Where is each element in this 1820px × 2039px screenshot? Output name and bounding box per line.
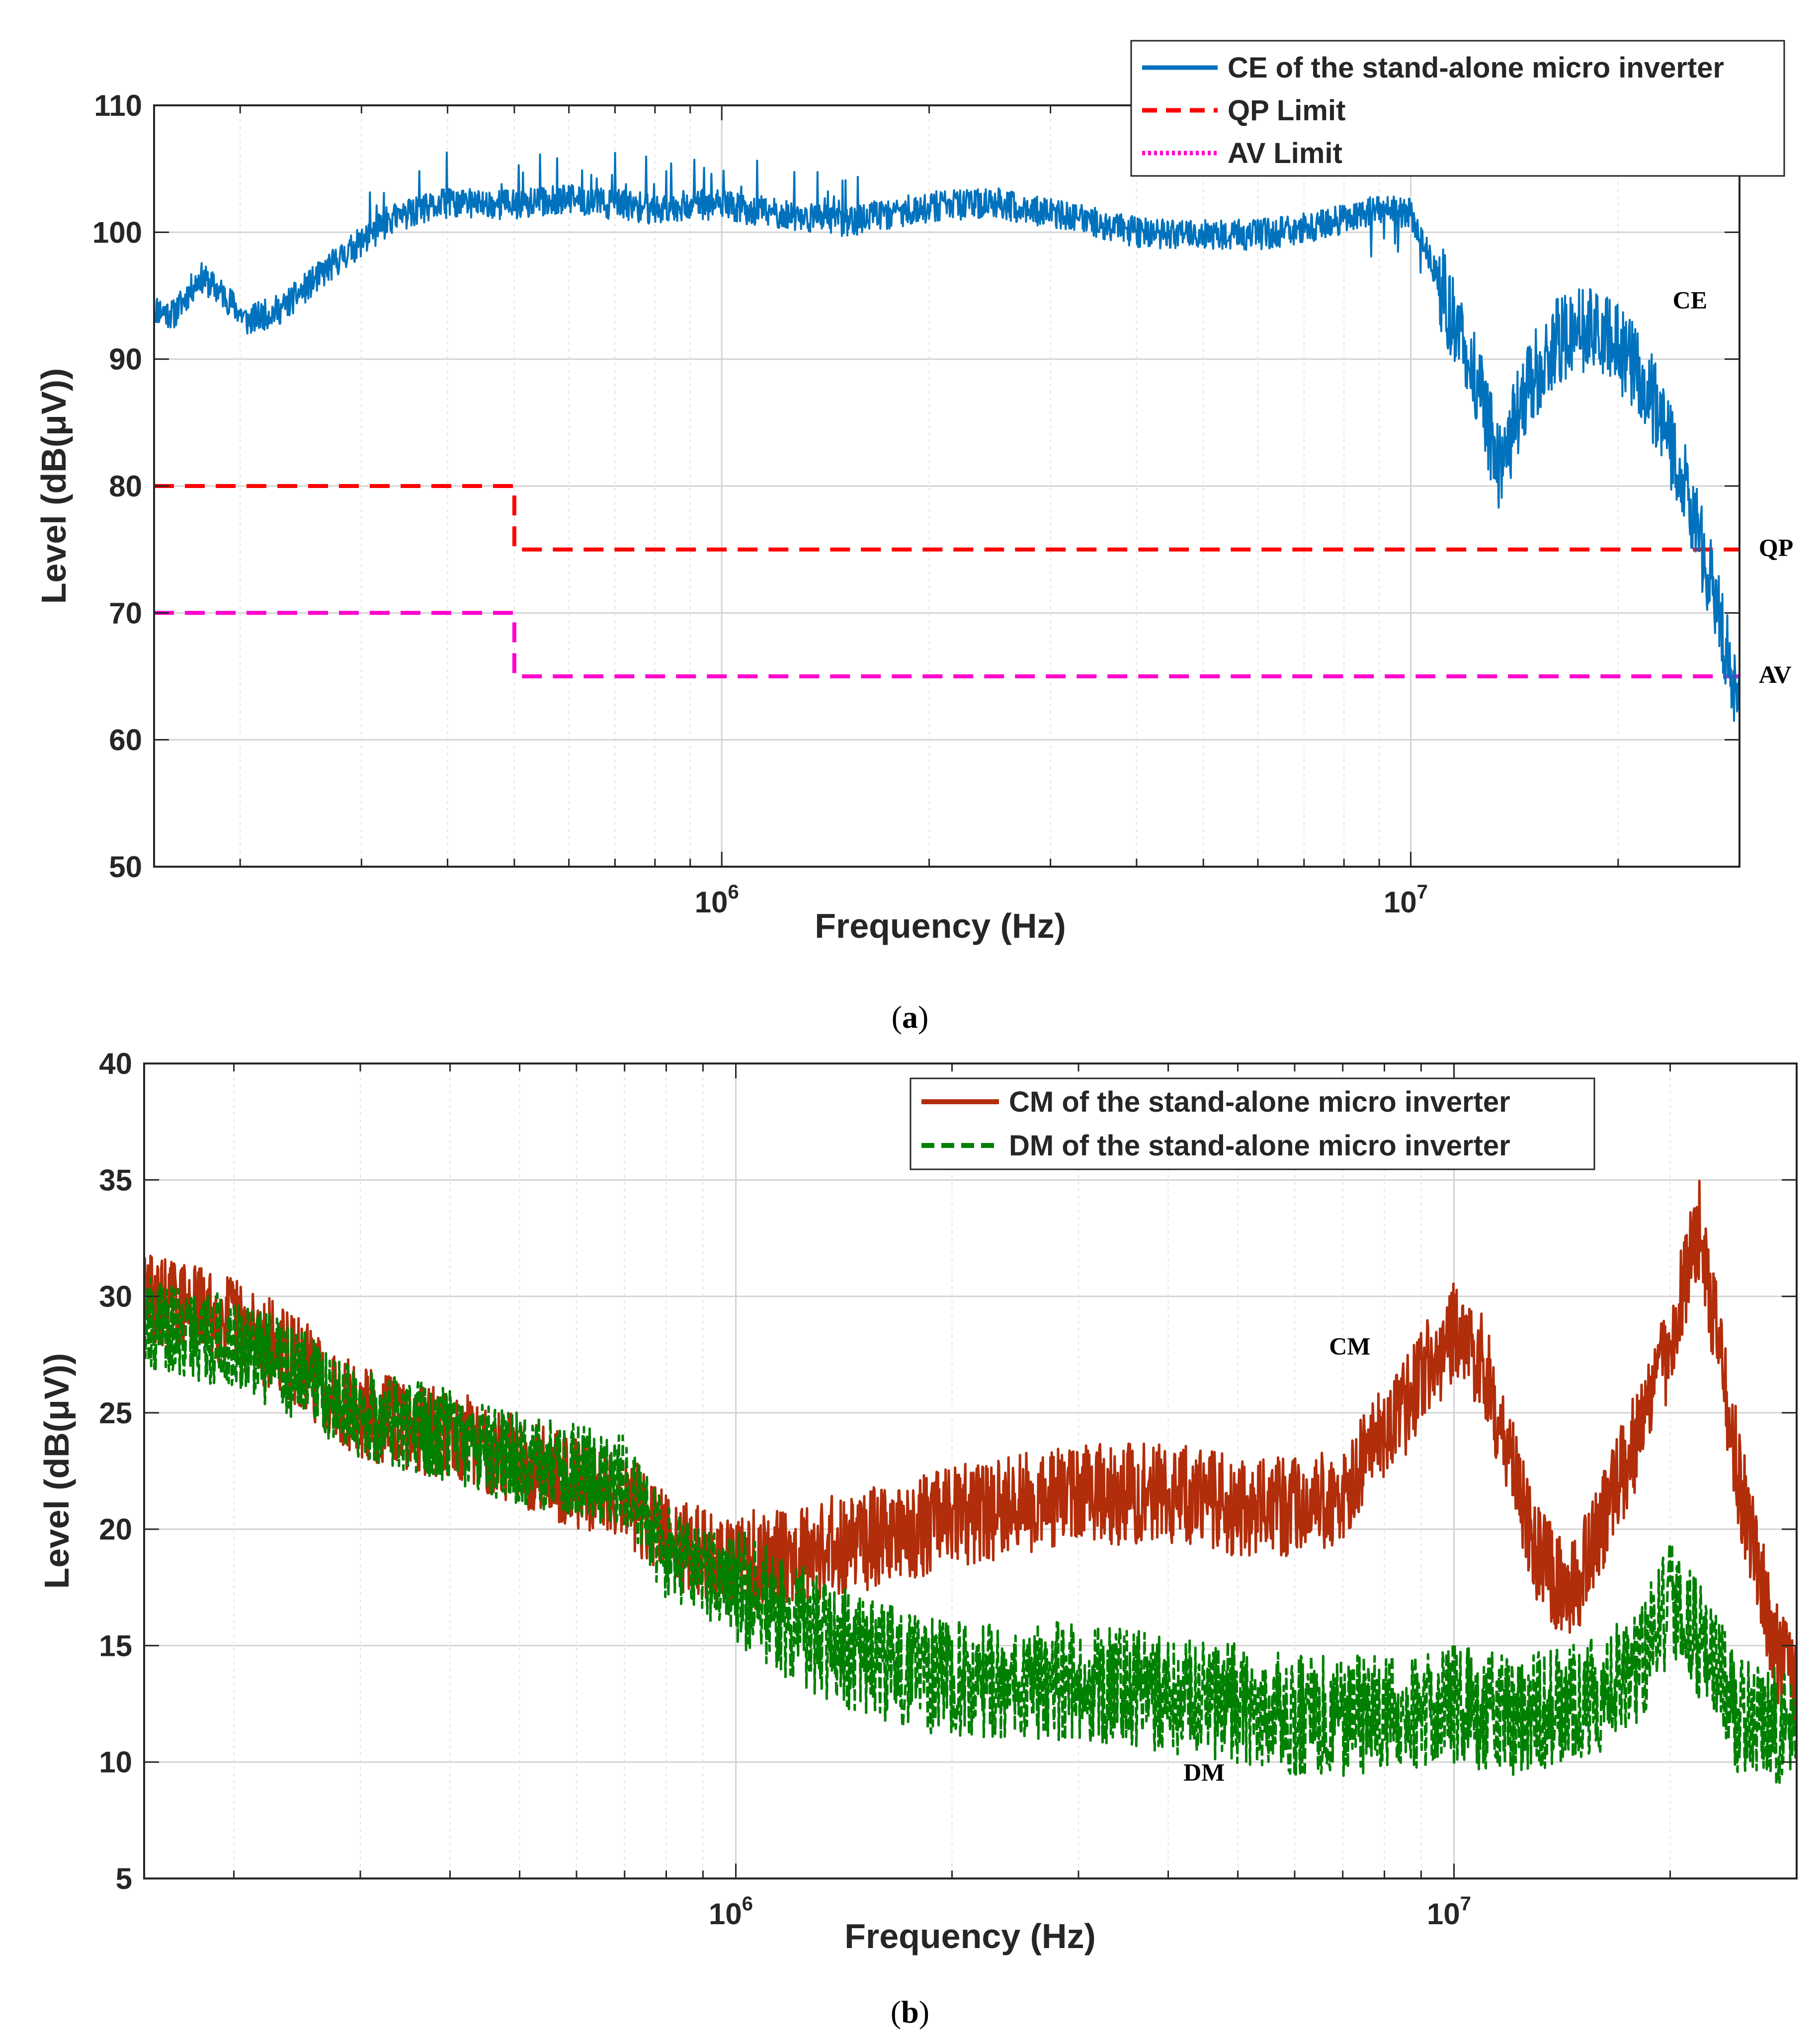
y-tick-label: 10 <box>99 1746 132 1779</box>
chart-b-plot-area <box>144 1063 1797 1878</box>
series-line-dm <box>144 1277 1797 1786</box>
chart-a-legend: CE of the stand-alone micro inverter QP … <box>1130 40 1785 177</box>
chart-a-annotations: CE QP AV <box>1673 286 1794 688</box>
chart-b-y-ticks: 5 10 15 20 25 30 35 40 <box>99 1047 1797 1895</box>
y-tick-label: 100 <box>92 216 142 249</box>
chart-b-legend: CM of the stand-alone micro inverter DM … <box>910 1077 1595 1170</box>
series-line-qp <box>154 484 1739 552</box>
y-tick-label: 80 <box>109 470 142 503</box>
y-tick-label: 60 <box>109 724 142 757</box>
chart-a-legend-box <box>1130 40 1785 177</box>
chart-b-legend-label-dm: DM of the stand-alone micro inverter <box>1009 1130 1510 1162</box>
x-tick-label: 107 <box>1384 881 1428 919</box>
chart-a-legend-label-ce: CE of the stand-alone micro inverter <box>1228 52 1724 84</box>
x-tick-label: 107 <box>1427 1893 1471 1931</box>
chart-a-legend-label-av: AV Limit <box>1228 137 1342 169</box>
series-line-cm <box>144 1179 1797 1737</box>
annotation-av: AV <box>1759 660 1792 688</box>
chart-b-legend-label-cm: CM of the stand-alone micro inverter <box>1009 1086 1510 1118</box>
caption-b-letter: b <box>901 1994 919 2030</box>
chart-b-legend-box <box>910 1077 1595 1170</box>
chart-a-y-ticks: 50 60 70 80 90 100 110 <box>92 89 1739 884</box>
y-tick-label: 25 <box>99 1396 132 1430</box>
caption-a: (a) <box>892 999 929 1035</box>
annotation-dm: DM <box>1183 1758 1225 1786</box>
chart-b-x-label: Frequency (Hz) <box>844 1917 1096 1956</box>
series-line-ce <box>154 151 1739 722</box>
series-line-av <box>154 611 1739 678</box>
chart-b-y-label: Level (dB(μV)) <box>37 1353 76 1589</box>
chart-b-x-ticks: 106 107 <box>233 1063 1798 1931</box>
x-tick-label: 106 <box>695 881 739 919</box>
caption-b-close: ) <box>919 1994 929 2030</box>
caption-a-open: ( <box>892 999 902 1035</box>
chart-b-annotations: CM DM <box>1183 1332 1370 1786</box>
caption-b-open: ( <box>891 1994 901 2030</box>
chart-a-y-label: Level (dB(μV)) <box>34 368 73 604</box>
annotation-ce: CE <box>1673 286 1707 314</box>
y-tick-label: 90 <box>109 343 142 376</box>
y-tick-label: 50 <box>109 850 142 884</box>
x-tick-exponent: 6 <box>728 881 739 903</box>
x-tick-exponent: 7 <box>1417 881 1428 903</box>
chart-a-x-ticks: 106 107 <box>239 105 1740 919</box>
y-tick-label: 5 <box>116 1862 132 1895</box>
chart-b-series-group <box>144 1179 1797 1786</box>
y-tick-label: 110 <box>94 89 142 122</box>
x-tick-exponent: 7 <box>1460 1893 1471 1915</box>
y-tick-label: 40 <box>99 1047 132 1080</box>
y-tick-label: 20 <box>99 1513 132 1546</box>
annotation-cm: CM <box>1329 1332 1370 1360</box>
chart-b-axes-box <box>143 1062 1798 1879</box>
annotation-qp: QP <box>1759 533 1793 561</box>
chart-a-series-group <box>154 151 1739 722</box>
x-tick-base: 10 <box>695 886 728 919</box>
caption-b: (b) <box>891 1994 929 2030</box>
y-tick-label: 30 <box>99 1280 132 1313</box>
x-tick-exponent: 6 <box>742 1893 753 1915</box>
chart-a-legend-label-qp: QP Limit <box>1228 94 1345 127</box>
caption-a-letter: a <box>902 999 918 1035</box>
x-tick-base: 10 <box>709 1897 742 1931</box>
x-tick-base: 10 <box>1427 1897 1460 1931</box>
y-tick-label: 70 <box>109 596 142 630</box>
x-tick-base: 10 <box>1384 886 1417 919</box>
y-tick-label: 15 <box>99 1629 132 1662</box>
x-tick-label: 106 <box>709 1893 753 1931</box>
chart-a-x-label: Frequency (Hz) <box>815 906 1066 945</box>
caption-a-close: ) <box>918 999 928 1035</box>
y-tick-label: 35 <box>99 1163 132 1197</box>
